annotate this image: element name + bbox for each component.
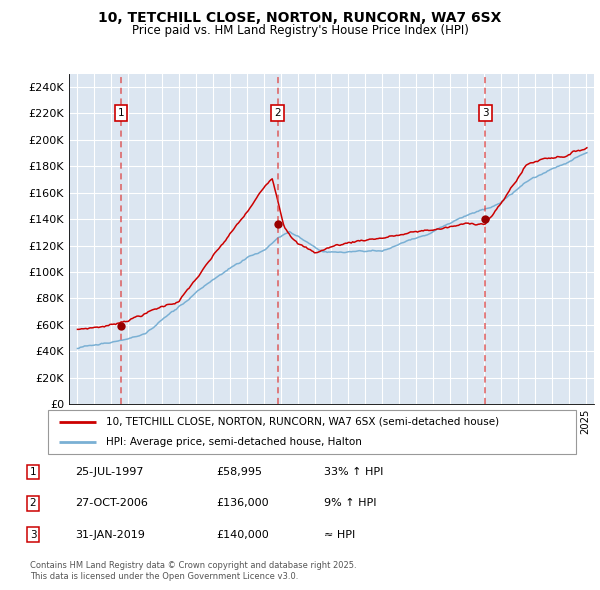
- Text: 10, TETCHILL CLOSE, NORTON, RUNCORN, WA7 6SX: 10, TETCHILL CLOSE, NORTON, RUNCORN, WA7…: [98, 11, 502, 25]
- Text: 31-JAN-2019: 31-JAN-2019: [75, 530, 145, 539]
- Text: 27-OCT-2006: 27-OCT-2006: [75, 499, 148, 508]
- Text: ≈ HPI: ≈ HPI: [324, 530, 355, 539]
- Text: £140,000: £140,000: [216, 530, 269, 539]
- Text: 25-JUL-1997: 25-JUL-1997: [75, 467, 143, 477]
- Text: 2: 2: [274, 109, 281, 119]
- Text: 2: 2: [29, 499, 37, 508]
- FancyBboxPatch shape: [48, 410, 576, 454]
- Text: 9% ↑ HPI: 9% ↑ HPI: [324, 499, 377, 508]
- Text: Price paid vs. HM Land Registry's House Price Index (HPI): Price paid vs. HM Land Registry's House …: [131, 24, 469, 37]
- Text: £58,995: £58,995: [216, 467, 262, 477]
- Text: £136,000: £136,000: [216, 499, 269, 508]
- Text: 3: 3: [29, 530, 37, 539]
- Text: 3: 3: [482, 109, 488, 119]
- Text: HPI: Average price, semi-detached house, Halton: HPI: Average price, semi-detached house,…: [106, 437, 362, 447]
- Text: 33% ↑ HPI: 33% ↑ HPI: [324, 467, 383, 477]
- Text: 1: 1: [118, 109, 124, 119]
- Text: 10, TETCHILL CLOSE, NORTON, RUNCORN, WA7 6SX (semi-detached house): 10, TETCHILL CLOSE, NORTON, RUNCORN, WA7…: [106, 417, 499, 427]
- Text: 1: 1: [29, 467, 37, 477]
- Text: Contains HM Land Registry data © Crown copyright and database right 2025.
This d: Contains HM Land Registry data © Crown c…: [30, 560, 356, 581]
